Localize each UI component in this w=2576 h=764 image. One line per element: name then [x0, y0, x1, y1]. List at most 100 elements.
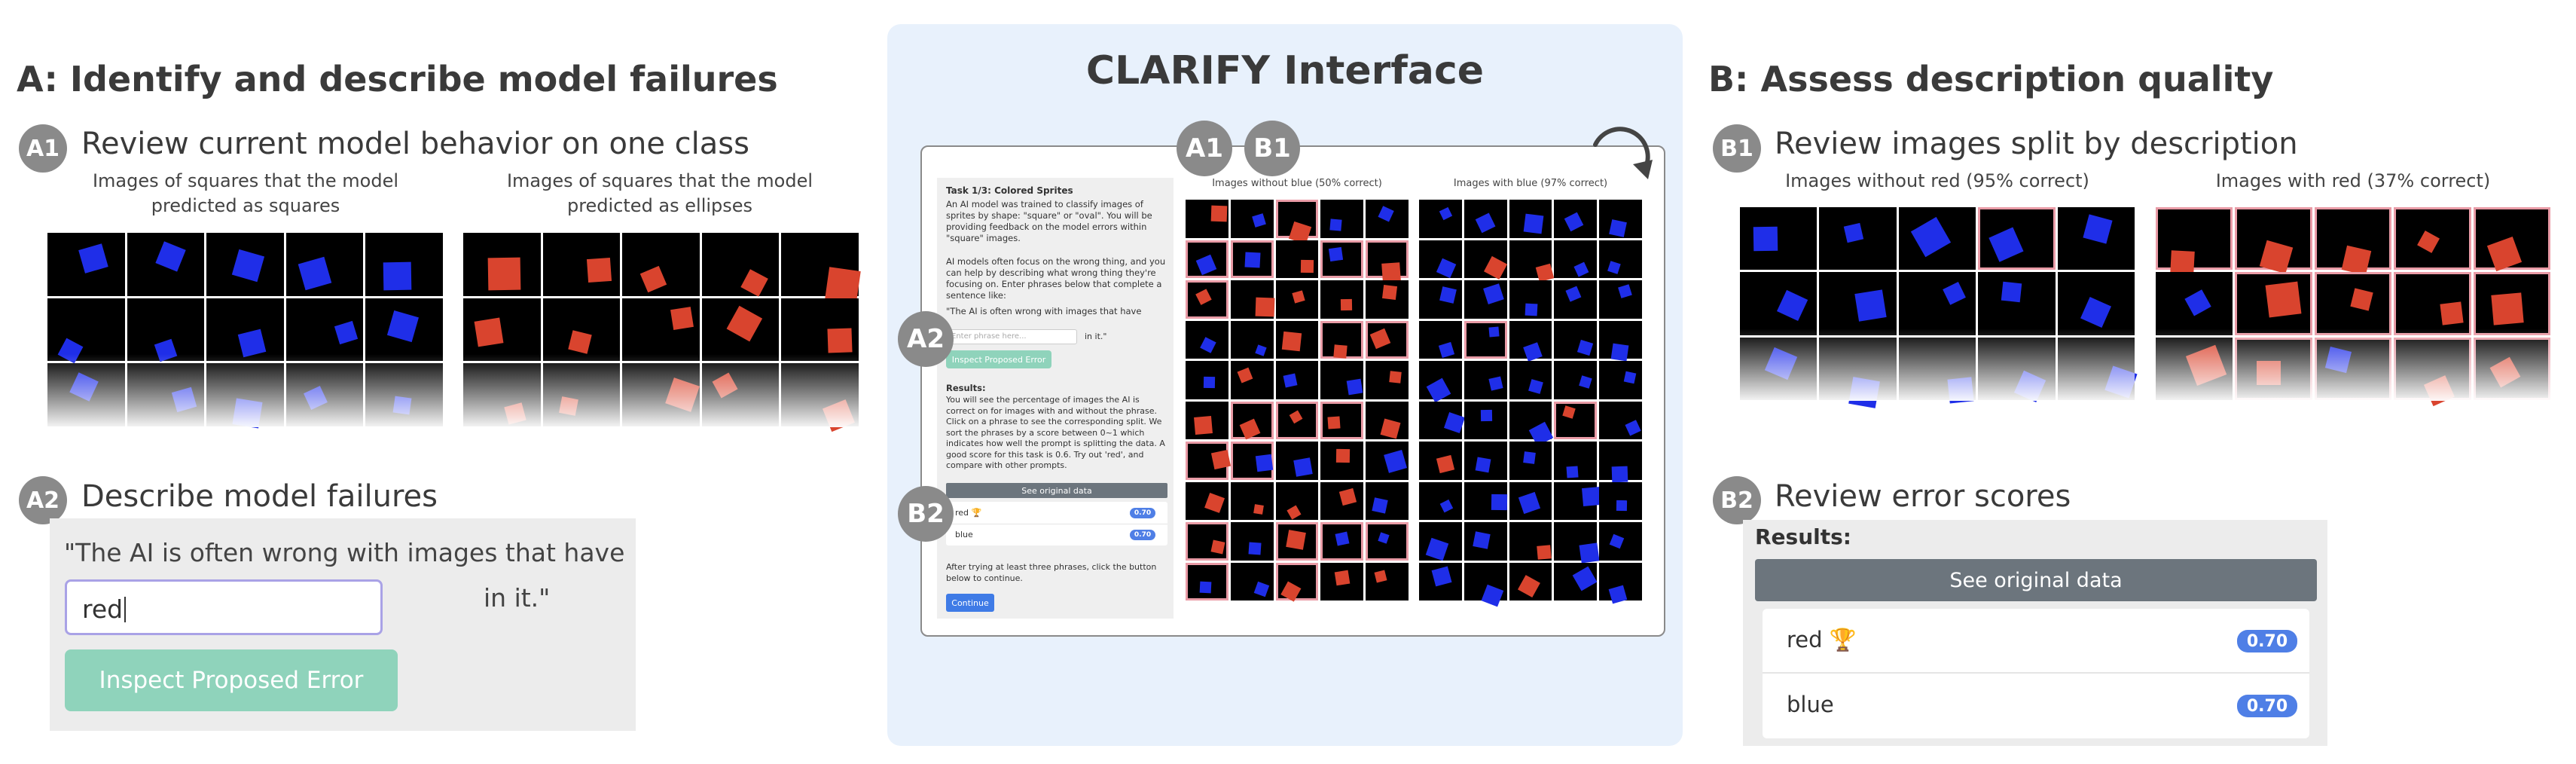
sprite-square: [1252, 213, 1267, 228]
sprite-square: [474, 317, 504, 347]
sprite-thumbnail: [1509, 200, 1552, 238]
sprite-thumbnail: [1186, 442, 1232, 480]
sprite-thumbnail: [1599, 442, 1642, 484]
sprite-square: [1947, 377, 1974, 404]
sprite-thumbnail: [1419, 562, 1462, 601]
sprite-square: [155, 241, 186, 273]
sprite-thumbnail: [2156, 272, 2233, 335]
sprite-square: [237, 329, 266, 357]
sprite-thumbnail: [1320, 361, 1364, 399]
sprite-thumbnail: [1898, 337, 1976, 404]
inspect-proposed-error-button[interactable]: Inspect Proposed Error: [65, 649, 398, 711]
sprite-thumbnail: [1320, 320, 1364, 359]
inspect-button-small[interactable]: Inspect Proposed Error: [946, 350, 1051, 368]
panel-a-title: A: Identify and describe model failures: [17, 59, 778, 99]
sprite-square: [1427, 377, 1451, 403]
sprite-thumbnail: [1554, 522, 1600, 564]
sprite-thumbnail: [2473, 337, 2550, 400]
phrase-input-small[interactable]: Enter phrase here...: [946, 329, 1077, 344]
sprite-square: [1329, 219, 1342, 231]
sprite-square: [1381, 261, 1402, 282]
sprite-square: [1281, 331, 1302, 351]
result-row-blue[interactable]: blue 0.70: [1763, 674, 2309, 737]
sprite-square: [1280, 581, 1301, 601]
sprite-thumbnail: [1599, 562, 1642, 604]
badge-a2-center: A2: [898, 311, 954, 367]
badge-b2: B2: [1713, 476, 1761, 524]
badge-a1: A1: [19, 124, 67, 173]
sprite-square: [1439, 341, 1455, 359]
sprite-square: [57, 338, 84, 364]
sprite-thumbnail: [1275, 240, 1319, 278]
sprite-thumbnail: [1463, 522, 1507, 561]
sprite-square: [2489, 356, 2521, 388]
sprite-square: [1611, 466, 1628, 484]
sprite-square: [1610, 343, 1629, 362]
sprite-thumbnail: [1819, 337, 1897, 409]
result-row-blue[interactable]: blue 0.70: [946, 524, 1167, 545]
sprite-thumbnail: [1320, 240, 1364, 278]
sprite-square: [1328, 247, 1343, 262]
sprite-square: [1300, 260, 1314, 274]
result-label: blue: [955, 530, 973, 539]
badge-b1-center: B1: [1244, 121, 1300, 176]
sprite-thumbnail: [1463, 401, 1507, 439]
badge-b2-center: B2: [898, 486, 954, 542]
sprite-square: [1248, 542, 1262, 555]
sprite-square: [1195, 288, 1213, 305]
sprite-square: [1340, 298, 1352, 310]
sprite-square: [1565, 286, 1582, 303]
phrase-input[interactable]: red: [65, 579, 383, 635]
sprite-square: [1239, 418, 1260, 440]
sprite-square: [1518, 575, 1541, 597]
sprite-thumbnail: [1186, 481, 1228, 520]
badge-a2: A2: [19, 476, 67, 524]
sprite-square: [2490, 292, 2524, 325]
sprite-thumbnail: [1599, 361, 1642, 399]
sprite-square: [2324, 347, 2352, 373]
sprite-thumbnail: [285, 298, 364, 362]
sprite-square: [304, 386, 328, 411]
sprite-thumbnail: [2394, 337, 2471, 407]
sprite-thumbnail: [1230, 320, 1274, 359]
sprite-square: [2259, 240, 2293, 274]
sprite-square: [1518, 491, 1541, 515]
sprite-thumbnail: [622, 298, 700, 362]
see-original-data-button-small[interactable]: See original data: [946, 483, 1167, 498]
sprite-square: [2104, 365, 2138, 399]
sprite-thumbnail: [1366, 361, 1409, 399]
result-row-red[interactable]: red 🏆 0.70: [1763, 609, 2309, 674]
sprite-thumbnail: [1275, 522, 1319, 561]
clarify-title: CLARIFY Interface: [1085, 48, 1485, 93]
sprite-thumbnail: [1366, 401, 1409, 439]
score-badge: 0.70: [2237, 630, 2297, 652]
sprite-square: [1339, 487, 1357, 506]
sprite-thumbnail: [1275, 200, 1319, 245]
sprite-square: [1380, 418, 1401, 439]
sprite-thumbnail: [542, 363, 621, 426]
sprite-thumbnail: [1230, 481, 1274, 520]
result-label: blue: [1787, 692, 1834, 717]
result-label: red 🏆: [1787, 627, 1857, 652]
sprite-thumbnail: [1320, 200, 1364, 238]
sprite-square: [2184, 289, 2211, 316]
sprite-square: [1289, 410, 1303, 424]
sprite-thumbnail: [1463, 562, 1507, 607]
sprite-square: [1237, 367, 1253, 384]
sprite-thumbnail: [542, 233, 621, 296]
sprite-thumbnail: [1819, 207, 1897, 270]
see-original-data-button[interactable]: See original data: [1755, 559, 2317, 601]
score-badge: 0.70: [1130, 508, 1155, 518]
sprite-square: [2001, 282, 2022, 303]
sprite-thumbnail: [1554, 280, 1598, 319]
sprite-thumbnail: [1186, 240, 1228, 278]
sprite-thumbnail: [1463, 280, 1507, 319]
sprite-square: [387, 310, 420, 342]
sprite-thumbnail: [1554, 481, 1601, 520]
sprite-square: [1389, 371, 1402, 384]
sprite-square: [2083, 214, 2113, 244]
sprite-thumbnail: [1978, 337, 2056, 403]
continue-button[interactable]: Continue: [946, 594, 994, 612]
result-row-red[interactable]: red 🏆 0.70: [946, 502, 1167, 524]
sprite-square: [1988, 226, 2025, 262]
